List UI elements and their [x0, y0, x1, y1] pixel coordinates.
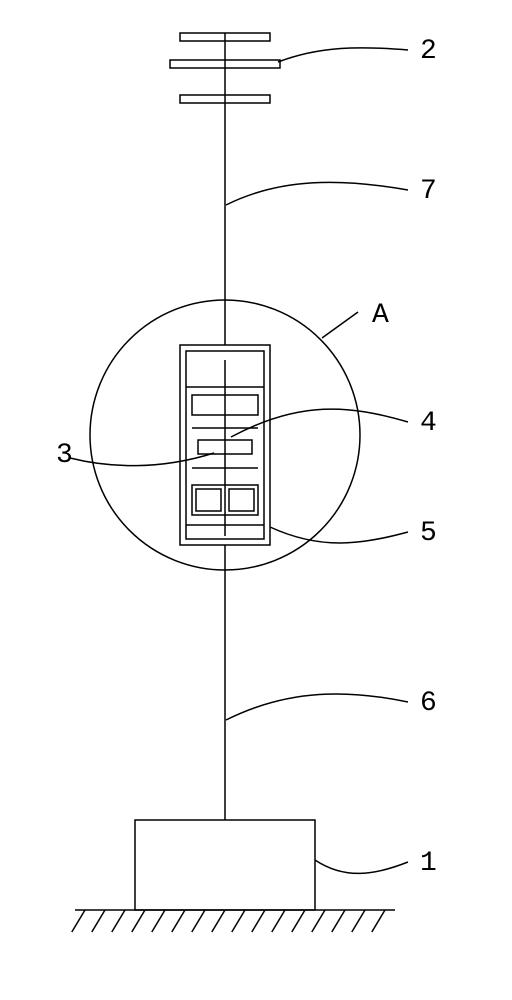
label-A: A	[372, 300, 389, 331]
label-5: 5	[420, 518, 437, 549]
label-3: 3	[56, 440, 73, 471]
label-4: 4	[420, 408, 437, 439]
label-6: 6	[420, 688, 437, 719]
label-7: 7	[420, 176, 437, 207]
label-2: 2	[420, 36, 437, 67]
label-1: 1	[420, 848, 437, 879]
